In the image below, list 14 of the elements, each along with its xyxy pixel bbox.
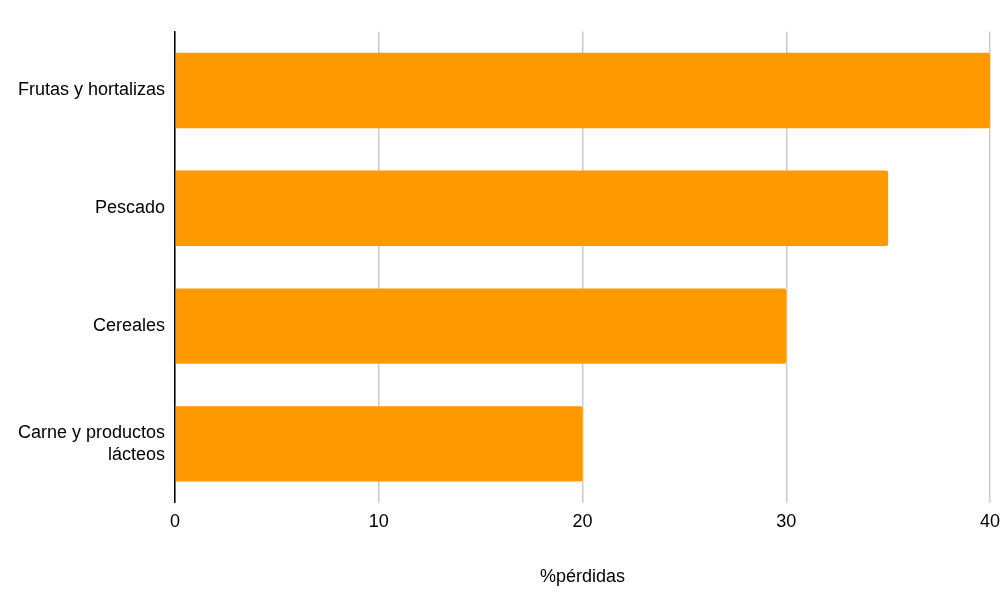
x-tick-label: 20 — [572, 510, 593, 531]
y-tick-label: Cereales — [93, 315, 166, 336]
x-tick-label: 30 — [776, 510, 797, 531]
y-tick-label: Carne y productos lácteos — [18, 422, 166, 464]
x-tick-label: 10 — [368, 510, 389, 531]
y-tick-label: Pescado — [95, 197, 166, 218]
x-axis-title: %pérdidas — [540, 566, 626, 587]
bar — [175, 406, 583, 482]
bar — [175, 288, 787, 364]
bar — [175, 52, 990, 129]
bar — [175, 170, 889, 246]
x-tick-label: 40 — [979, 510, 1000, 531]
y-tick-label: Frutas y hortalizas — [18, 79, 166, 100]
x-tick-label: 0 — [170, 510, 181, 531]
